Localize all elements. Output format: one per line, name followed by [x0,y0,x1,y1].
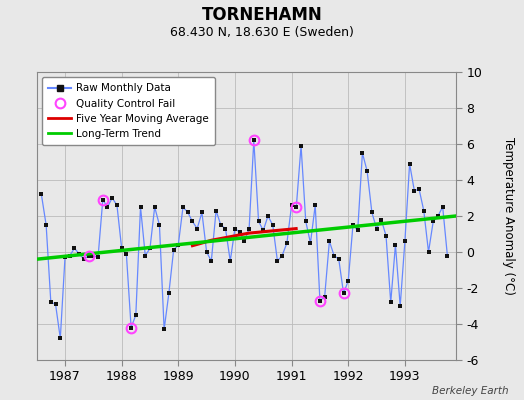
Text: 68.430 N, 18.630 E (Sweden): 68.430 N, 18.630 E (Sweden) [170,26,354,39]
Text: Berkeley Earth: Berkeley Earth [432,386,508,396]
Text: TORNEHAMN: TORNEHAMN [202,6,322,24]
Legend: Raw Monthly Data, Quality Control Fail, Five Year Moving Average, Long-Term Tren: Raw Monthly Data, Quality Control Fail, … [42,77,215,145]
Y-axis label: Temperature Anomaly (°C): Temperature Anomaly (°C) [501,137,515,295]
